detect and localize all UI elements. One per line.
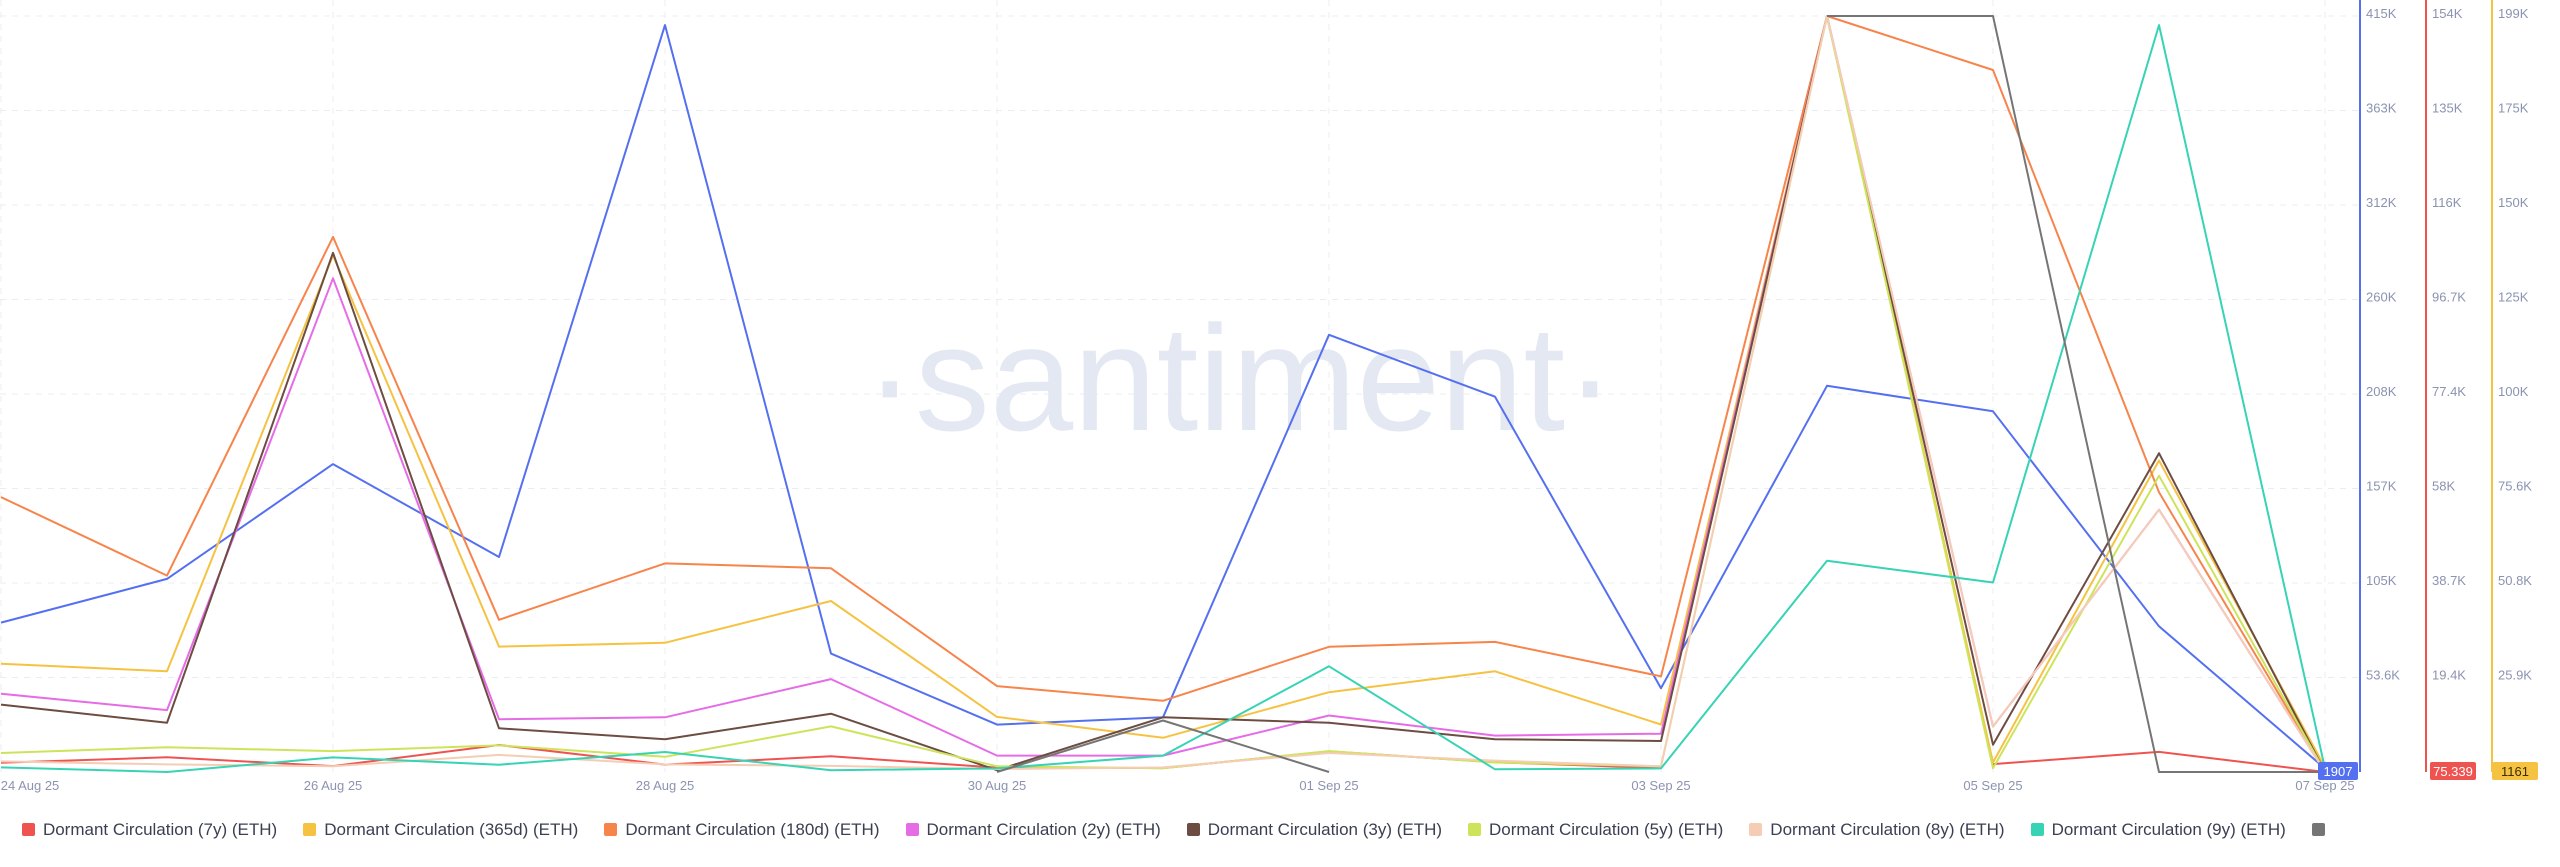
legend-swatch — [21, 823, 35, 836]
x-tick-label: 24 Aug 25 — [1, 778, 60, 793]
series-line-7 — [0, 15, 2326, 773]
current-value-badge-axis3 — [2492, 762, 2538, 780]
y-tick-label-axis3: 150K — [2498, 195, 2529, 210]
y-tick-label-axis1: 312K — [2366, 195, 2397, 210]
x-tick-label: 05 Sep 25 — [1963, 778, 2022, 793]
legend-label: Dormant Circulation (2y) (ETH) — [926, 820, 1161, 839]
current-value-badge-axis1 — [2318, 762, 2358, 780]
x-tick-label: 01 Sep 25 — [1299, 778, 1358, 793]
legend-swatch — [905, 823, 919, 836]
legend-item[interactable]: Dormant Circulation (7y) (ETH) — [21, 820, 278, 840]
y-tick-label-axis2: 135K — [2432, 101, 2463, 116]
legend-item[interactable]: Dormant Circulation (8y) (ETH) — [1749, 820, 2005, 840]
legend-swatch — [303, 823, 317, 836]
y-tick-label-axis3: 125K — [2498, 290, 2529, 305]
y-tick-label-axis2: 38.7K — [2432, 573, 2466, 588]
legend: H)Dormant Circulation (7y) (ETH)Dormant … — [0, 820, 2560, 846]
series-line-3 — [0, 15, 2326, 773]
series-line-9 — [996, 15, 2325, 773]
series-line-5 — [0, 15, 2326, 773]
y-tick-label-axis3: 50.8K — [2498, 573, 2532, 588]
y-tick-label-axis2: 77.4K — [2432, 384, 2466, 399]
legend-item[interactable]: Dormant Circulation (5y) (ETH) — [1468, 820, 1723, 840]
legend-item[interactable]: Dormant Circulation (3y) (ETH) — [1186, 820, 1443, 840]
legend-item[interactable]: Dormant Circulation (365d) (ETH) — [303, 820, 578, 840]
y-tick-label-axis3: 75.6K — [2498, 479, 2532, 494]
legend-label: Dormant Circulation (180d) (ETH) — [625, 820, 880, 839]
y-tick-label-axis1: 363K — [2366, 101, 2397, 116]
series-line-8 — [0, 24, 2326, 773]
legend-swatch — [2311, 823, 2325, 836]
y-tick-label-axis2: 154K — [2432, 6, 2463, 21]
y-axes: 415K 363K 312K 260K 208K 157K 105K 53.6K 1907 154… — [2318, 0, 2538, 780]
current-value-label-axis3: 1161 — [2501, 764, 2529, 779]
y-tick-label-axis1: 415K — [2366, 6, 2397, 21]
y-tick-label-axis2: 19.4K — [2432, 668, 2466, 683]
y-tick-label-axis1: 260K — [2366, 290, 2397, 305]
legend-item[interactable] — [2311, 820, 2333, 840]
legend-swatch — [604, 823, 618, 836]
legend-item[interactable]: Dormant Circulation (2y) (ETH) — [905, 820, 1161, 840]
series-lines — [0, 15, 2326, 773]
legend-swatch — [2030, 823, 2044, 836]
y-tick-label-axis3: 100K — [2498, 384, 2529, 399]
legend-item[interactable]: Dormant Circulation (180d) (ETH) — [604, 820, 880, 840]
y-tick-label-axis2: 116K — [2432, 195, 2462, 210]
y-tick-label-axis1: 53.6K — [2366, 668, 2400, 683]
current-value-badge-axis2 — [2430, 762, 2476, 780]
legend-item[interactable]: Dormant Circulation (9y) (ETH) — [2030, 820, 2286, 840]
legend-label: Dormant Circulation (8y) (ETH) — [1770, 820, 2005, 839]
legend-label: Dormant Circulation (3y) (ETH) — [1207, 820, 1443, 839]
legend-swatch — [1468, 823, 1482, 836]
y-tick-label-axis3: 175K — [2498, 101, 2529, 116]
x-tick-label: 03 Sep 25 — [1631, 778, 1690, 793]
y-tick-label-axis3: 25.9K — [2498, 668, 2532, 683]
santiment-watermark: ·santiment· — [865, 294, 1615, 462]
y-tick-label-axis2: 58K — [2432, 479, 2455, 494]
x-tick-label: 28 Aug 25 — [636, 778, 695, 793]
y-tick-label-axis3: 199K — [2498, 6, 2529, 21]
legend-swatch — [1186, 823, 1200, 836]
y-tick-label-axis2: 96.7K — [2432, 290, 2466, 305]
legend-label: Dormant Circulation (7y) (ETH) — [42, 820, 278, 839]
y-tick-label-axis1: 208K — [2366, 384, 2397, 399]
current-value-label-axis1: 1907 — [2324, 764, 2353, 779]
legend-label: Dormant Circulation (365d) (ETH) — [324, 820, 579, 839]
x-tick-label: 26 Aug 25 — [304, 778, 363, 793]
y-tick-label-axis1: 105K — [2366, 573, 2397, 588]
y-tick-label-axis1: 157K — [2366, 479, 2397, 494]
x-tick-label: 07 Sep 25 — [2295, 778, 2354, 793]
x-tick-label: 30 Aug 25 — [968, 778, 1027, 793]
legend-swatch — [1749, 823, 1763, 836]
current-value-label-axis2: 75.339 — [2433, 764, 2473, 779]
x-axis: 24 Aug 25 26 Aug 25 28 Aug 25 30 Aug 25 01 S… — [1, 778, 2355, 793]
legend-label: Dormant Circulation (5y) (ETH) — [1489, 820, 1724, 839]
legend-label: Dormant Circulation (9y) (ETH) — [2051, 820, 2286, 839]
